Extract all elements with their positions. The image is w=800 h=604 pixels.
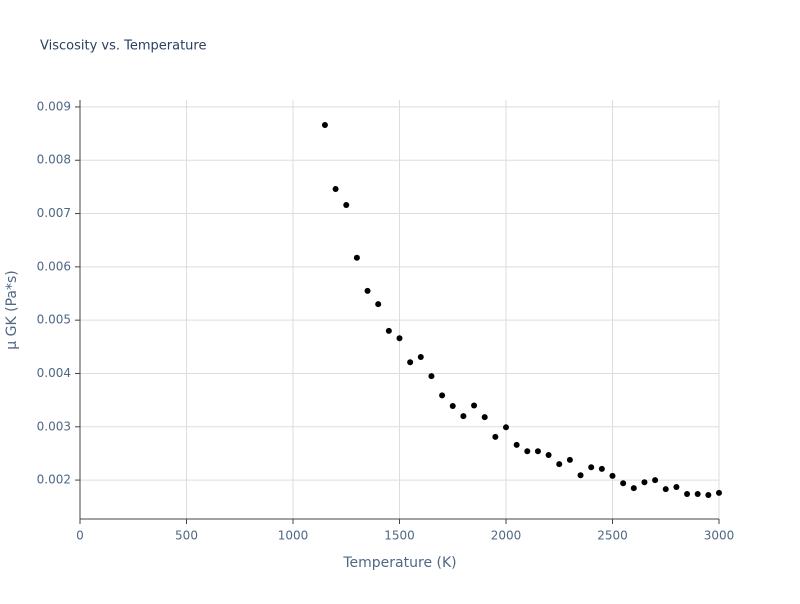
point	[705, 492, 712, 499]
x-tick-label: 2000	[491, 529, 522, 543]
point	[534, 448, 541, 455]
point	[630, 485, 637, 492]
point	[598, 465, 605, 472]
point	[524, 448, 531, 455]
point	[449, 402, 456, 409]
y-tick-label: 0.004	[37, 366, 71, 380]
point	[556, 461, 563, 468]
x-tick-label: 0	[76, 529, 84, 543]
point	[545, 452, 552, 459]
point	[439, 392, 446, 399]
point	[609, 472, 616, 479]
x-tick-label: 3000	[704, 529, 735, 543]
y-tick-label: 0.005	[37, 313, 71, 327]
y-tick-label: 0.002	[37, 473, 71, 487]
point	[417, 353, 424, 360]
chart-title: Viscosity vs. Temperature	[40, 39, 206, 54]
point	[503, 424, 509, 431]
point	[321, 122, 328, 129]
point	[375, 301, 382, 308]
point	[481, 414, 488, 421]
point	[662, 486, 669, 493]
point	[353, 254, 360, 261]
y-tick-label: 0.008	[37, 153, 71, 167]
y-tick-label: 0.003	[37, 419, 71, 433]
point	[620, 480, 627, 487]
point	[566, 456, 573, 463]
point	[396, 335, 403, 342]
x-axis-label: Temperature (K)	[342, 555, 456, 571]
y-axis-label: μ GK (Pa*s)	[4, 270, 20, 349]
point	[673, 484, 680, 491]
y-tick-label: 0.009	[37, 99, 71, 113]
point	[428, 373, 435, 380]
point	[492, 433, 499, 440]
point	[513, 441, 520, 448]
point	[652, 477, 659, 484]
point	[471, 402, 478, 409]
point	[385, 327, 392, 334]
x-tick-label: 500	[175, 529, 198, 543]
point	[641, 479, 648, 486]
x-tick-label: 1000	[278, 529, 309, 543]
y-tick-label: 0.006	[37, 259, 71, 273]
point	[460, 413, 467, 420]
point	[716, 489, 722, 496]
point	[364, 287, 371, 294]
point	[332, 186, 339, 193]
point	[694, 490, 701, 497]
point	[684, 490, 691, 497]
x-tick-label: 2500	[597, 529, 628, 543]
x-tick-label: 1500	[384, 529, 415, 543]
point	[588, 464, 595, 471]
y-tick-label: 0.007	[37, 206, 71, 220]
point	[343, 202, 350, 209]
point	[407, 359, 414, 366]
point	[577, 472, 584, 479]
